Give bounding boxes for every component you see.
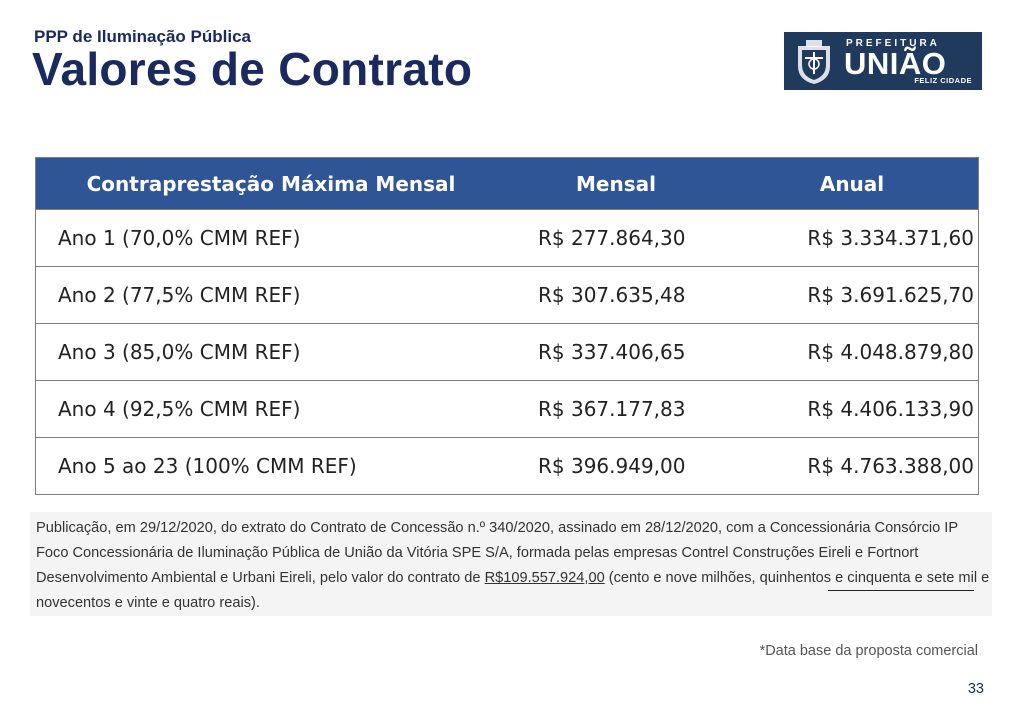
logo-slogan-text: FELIZ CIDADE (914, 76, 972, 85)
annual-value: R$ 4.406.133,90 (726, 380, 979, 438)
row-label: Ano 4 (92,5% CMM REF) (35, 380, 506, 438)
row-label: Ano 5 ao 23 (100% CMM REF) (35, 437, 506, 495)
annual-value: R$ 4.048.879,80 (726, 323, 979, 381)
coat-of-arms-icon (798, 40, 830, 84)
table-row: Ano 4 (92,5% CMM REF) R$ 367.177,83 R$ 4… (35, 380, 979, 438)
row-label: Ano 2 (77,5% CMM REF) (35, 266, 506, 324)
monthly-value: R$ 367.177,83 (506, 380, 726, 438)
table-row: Ano 3 (85,0% CMM REF) R$ 337.406,65 R$ 4… (35, 323, 979, 381)
table-row: Ano 2 (77,5% CMM REF) R$ 307.635,48 R$ 3… (35, 266, 979, 324)
table-header-row: Contraprestação Máxima Mensal Mensal Anu… (35, 157, 979, 210)
prefeitura-uniao-logo: PREFEITURA UNIÃO FELIZ CIDADE (784, 32, 982, 90)
annual-value: R$ 3.334.371,60 (726, 209, 979, 267)
logo-name-text: UNIÃO (844, 46, 947, 81)
column-header-mensal: Mensal (506, 157, 726, 210)
row-label: Ano 1 (70,0% CMM REF) (35, 209, 506, 267)
monthly-value: R$ 277.864,30 (506, 209, 726, 267)
publication-text-before: Publicação, em 29/12/2020, do extrato do… (36, 520, 958, 586)
annual-value: R$ 3.691.625,70 (726, 266, 979, 324)
publication-text-after: (cento e nove milhões, quinhentos e cinq… (36, 570, 990, 611)
logo-prefeitura-text: PREFEITURA (846, 38, 940, 49)
footnote: *Data base da proposta comercial (759, 643, 978, 659)
row-label: Ano 3 (85,0% CMM REF) (35, 323, 506, 381)
contract-values-table: Contraprestação Máxima Mensal Mensal Anu… (35, 157, 979, 495)
monthly-value: R$ 396.949,00 (506, 437, 726, 495)
column-header-contraprestacao: Contraprestação Máxima Mensal (35, 157, 506, 210)
monthly-value: R$ 307.635,48 (506, 266, 726, 324)
annual-value: R$ 4.763.388,00 (726, 437, 979, 495)
section-subtitle: PPP de Iluminação Pública (34, 27, 251, 46)
page-number: 33 (967, 681, 984, 697)
column-header-anual: Anual (726, 157, 979, 210)
page-title: Valores de Contrato (32, 43, 473, 95)
value-underline (828, 590, 974, 591)
contract-total-value: R$109.557.924,00 (484, 570, 605, 586)
table-row: Ano 1 (70,0% CMM REF) R$ 277.864,30 R$ 3… (35, 209, 979, 267)
monthly-value: R$ 337.406,65 (506, 323, 726, 381)
table-row: Ano 5 ao 23 (100% CMM REF) R$ 396.949,00… (35, 437, 979, 495)
publication-excerpt: Publicação, em 29/12/2020, do extrato do… (30, 512, 992, 616)
